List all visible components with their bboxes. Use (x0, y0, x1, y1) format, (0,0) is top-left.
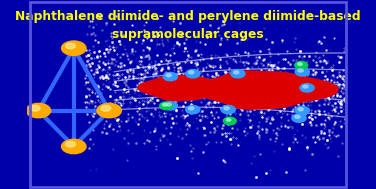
Circle shape (160, 102, 173, 110)
Circle shape (295, 106, 309, 115)
Circle shape (186, 105, 200, 114)
Circle shape (221, 105, 235, 114)
Circle shape (166, 74, 171, 77)
Circle shape (101, 105, 111, 111)
Text: Naphthalene diimide- and perylene diimide-based: Naphthalene diimide- and perylene diimid… (15, 10, 361, 22)
Circle shape (298, 69, 303, 72)
Circle shape (166, 103, 171, 106)
Circle shape (226, 119, 231, 121)
Circle shape (234, 71, 239, 74)
Circle shape (223, 117, 236, 125)
Circle shape (224, 107, 229, 110)
Circle shape (295, 115, 300, 118)
Circle shape (295, 61, 308, 69)
Polygon shape (138, 75, 231, 101)
Circle shape (298, 108, 303, 111)
Text: supramolecular cages: supramolecular cages (112, 29, 264, 41)
Circle shape (26, 103, 51, 118)
Circle shape (30, 105, 40, 111)
Circle shape (303, 85, 308, 88)
Circle shape (66, 43, 75, 49)
Circle shape (292, 114, 306, 122)
Circle shape (66, 141, 75, 147)
Circle shape (163, 102, 177, 110)
Circle shape (295, 68, 309, 76)
Circle shape (298, 63, 302, 65)
Polygon shape (193, 71, 338, 109)
Circle shape (162, 103, 167, 106)
Circle shape (97, 103, 121, 118)
Circle shape (62, 139, 86, 154)
Circle shape (189, 107, 194, 110)
Circle shape (189, 71, 194, 74)
Circle shape (186, 70, 200, 78)
Circle shape (163, 72, 177, 81)
Circle shape (231, 70, 245, 78)
Circle shape (62, 41, 86, 55)
Circle shape (300, 84, 314, 92)
